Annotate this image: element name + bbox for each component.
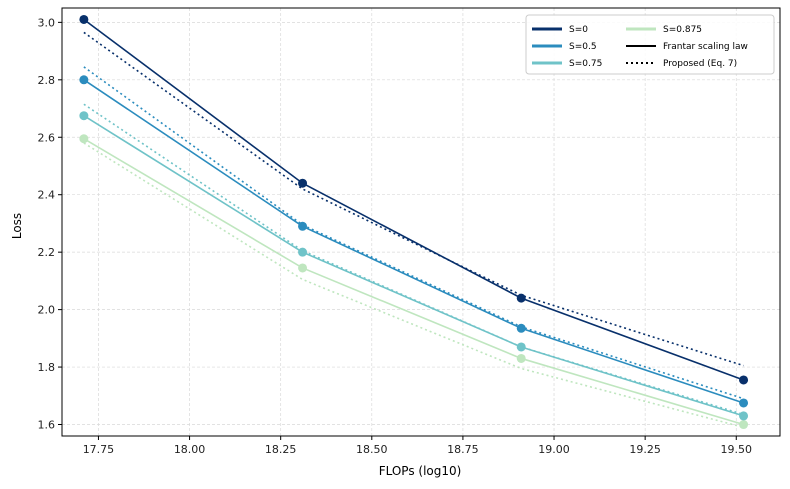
data-point-S=0.875 [79,134,89,144]
data-point-S=0 [516,293,526,303]
legend-label: Frantar scaling law [663,42,748,52]
x-tick-label: 18.75 [447,443,479,456]
x-tick-label: 18.00 [174,443,206,456]
data-point-S=0.875 [516,353,526,363]
x-tick-label: 19.50 [721,443,753,456]
legend-label: S=0.875 [663,25,702,35]
fit-lines [83,31,744,429]
y-axis-label: Loss [10,213,24,239]
data-point-S=0.5 [298,221,308,231]
series-line-S=0.5 [83,79,744,404]
y-tick-label: 2.4 [38,189,56,202]
data-point-S=0.75 [79,111,89,121]
data-point-S=0.875 [298,263,308,273]
legend-label: S=0.75 [569,59,602,69]
plot-frame [61,7,781,437]
data-point-S=0 [298,178,308,188]
data-points [79,14,749,430]
legend-label: Proposed (Eq. 7) [663,59,737,69]
x-tick-label: 18.50 [356,443,388,456]
x-tick-label: 18.25 [265,443,297,456]
data-point-S=0.5 [516,323,526,333]
y-tick-label: 1.8 [38,361,56,374]
x-axis-label: FLOPs (log10) [379,464,462,478]
fit-line-S=0 [83,31,744,367]
data-point-S=0.875 [739,420,749,430]
series-line-S=0.75 [83,115,744,417]
fit-line-S=0.5 [83,66,744,400]
legend: S=0 S=0.5 S=0.75 S=0.875 Frantar scaling law… [525,14,775,75]
y-ticks: 1.6 1.8 2.0 2.2 2.4 2.6 2.8 3.0 [38,16,62,432]
series-line-S=0 [83,18,744,381]
y-tick-label: 2.8 [38,74,56,87]
y-tick-label: 3.0 [38,16,56,29]
data-lines [83,18,744,426]
x-ticks: 17.75 18.00 18.25 18.50 18.75 19.00 19.25 19.50 [83,436,752,456]
x-tick-label: 19.25 [629,443,661,456]
data-point-S=0.5 [79,75,89,85]
series-line-S=0.875 [83,138,744,426]
legend-label: S=0.5 [569,42,597,52]
y-tick-label: 2.0 [38,304,56,317]
y-tick-label: 2.6 [38,131,56,144]
data-point-S=0.75 [516,342,526,352]
legend-box [525,14,775,75]
data-point-S=0.75 [739,411,749,421]
fit-line-S=0.875 [83,142,744,429]
data-point-S=0.75 [298,247,308,257]
data-point-S=0 [739,375,749,385]
y-tick-label: 2.2 [38,246,56,259]
data-point-S=0.5 [739,398,749,408]
legend-label: S=0 [569,25,588,35]
x-tick-label: 17.75 [83,443,115,456]
fit-line-S=0.75 [83,103,744,416]
y-tick-label: 1.6 [38,419,56,432]
grid [62,8,780,436]
x-tick-label: 19.00 [538,443,570,456]
data-point-S=0 [79,14,89,24]
